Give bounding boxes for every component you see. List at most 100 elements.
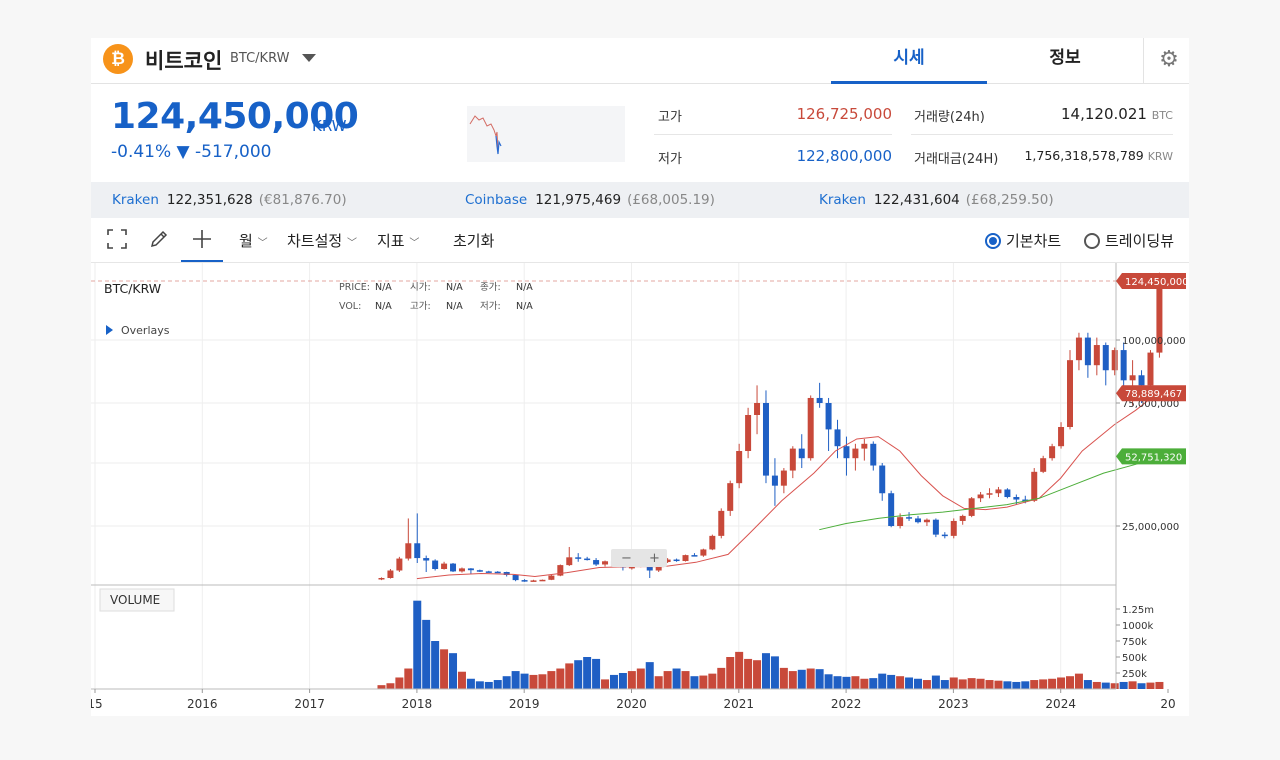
volume-bar bbox=[905, 677, 914, 689]
candle-body bbox=[485, 571, 492, 573]
candle-body bbox=[709, 535, 716, 550]
volume-bar bbox=[699, 675, 708, 689]
candle-body bbox=[1084, 337, 1091, 366]
chart-grid bbox=[91, 263, 1116, 689]
chart-svg[interactable]: 100,000,000 75,000,000 25,000,000 1.25m 1000… bbox=[87, 263, 1189, 716]
candle-body bbox=[1102, 345, 1109, 371]
tab-info[interactable]: 정보 bbox=[1049, 48, 1081, 68]
volume-bar bbox=[922, 680, 931, 689]
exchange-price: 122,431,604 bbox=[873, 192, 960, 208]
candle-body bbox=[584, 558, 591, 561]
candle-body bbox=[906, 517, 913, 519]
volume-bar bbox=[672, 668, 681, 689]
volume-bar bbox=[860, 678, 869, 689]
volume-bar bbox=[1110, 683, 1119, 689]
candle-body bbox=[914, 518, 921, 523]
volume-bar bbox=[395, 677, 404, 689]
radio-tradingview[interactable]: 트레이딩뷰 bbox=[1084, 230, 1174, 251]
chart-toolbar: 월 ﹀ 차트설정 ﹀ 지표 ﹀ 초기화 기본차트 트레이딩뷰 bbox=[91, 218, 1189, 263]
volume-bar bbox=[842, 676, 851, 689]
volume-bar bbox=[484, 681, 493, 689]
exchange-link[interactable]: Kraken bbox=[112, 192, 159, 208]
volume-value: 14,120.021 BTC bbox=[1061, 105, 1173, 123]
volume-bar bbox=[1074, 673, 1083, 689]
legend-price-value: N/A bbox=[375, 282, 392, 293]
market-panel: ₿ 비트코인 BTC/KRW 시세 정보 ⚙ 124,450,000 KRW -… bbox=[87, 38, 1189, 716]
candle-body bbox=[1049, 446, 1056, 459]
candle-body bbox=[557, 565, 564, 576]
crosshair-icon[interactable] bbox=[190, 228, 214, 252]
fullscreen-icon[interactable] bbox=[105, 228, 129, 252]
zoom-controls[interactable]: − + bbox=[611, 549, 667, 567]
candle-body bbox=[977, 494, 984, 499]
divider bbox=[1143, 38, 1144, 84]
gear-icon[interactable]: ⚙ bbox=[1159, 47, 1179, 72]
volume-bar bbox=[976, 678, 985, 689]
exchange-link[interactable]: Coinbase bbox=[465, 192, 528, 208]
volume-bar bbox=[431, 641, 440, 689]
y-tick-label: 75,000,000 bbox=[1122, 399, 1179, 410]
volume-bar bbox=[1057, 677, 1066, 689]
chart-settings-select[interactable]: 차트설정 ﹀ bbox=[287, 232, 357, 250]
radio-basic-chart[interactable]: 기본차트 bbox=[985, 230, 1061, 251]
y-tick-label: 25,000,000 bbox=[1122, 522, 1179, 533]
exchange-item: Kraken 122,351,628 (€81,876.70) bbox=[112, 182, 347, 218]
candle-body bbox=[512, 575, 519, 581]
zoom-out-icon[interactable]: − bbox=[621, 551, 632, 566]
candle-body bbox=[593, 560, 600, 565]
volume-bar bbox=[466, 678, 475, 689]
overlays-toggle[interactable]: Overlays bbox=[121, 324, 170, 337]
candle-body bbox=[539, 579, 546, 582]
vol-tick-label: 1.25m bbox=[1122, 605, 1154, 616]
chart-axes: 100,000,000 75,000,000 25,000,000 1.25m 1000… bbox=[87, 263, 1189, 711]
exchange-fx-price: (€81,876.70) bbox=[258, 192, 347, 208]
candle-body bbox=[816, 397, 823, 403]
volume-bar bbox=[1003, 681, 1012, 689]
volume-bar bbox=[958, 679, 967, 689]
volume-bar bbox=[735, 651, 744, 689]
indicators-select[interactable]: 지표 ﹀ bbox=[377, 232, 420, 250]
volume-bar bbox=[547, 671, 556, 689]
amount-label: 거래대금(24H) bbox=[914, 152, 999, 167]
candle-body bbox=[628, 566, 635, 569]
zoom-in-icon[interactable]: + bbox=[649, 551, 660, 566]
candle-body bbox=[1138, 375, 1145, 386]
volume-bar bbox=[636, 668, 645, 689]
chart-symbol: BTC/KRW bbox=[104, 281, 161, 296]
volume-bar bbox=[1137, 683, 1146, 689]
price-chart[interactable]: 100,000,000 75,000,000 25,000,000 1.25m 1000… bbox=[87, 263, 1189, 716]
volume-bar bbox=[779, 667, 788, 689]
candle-body bbox=[575, 557, 582, 559]
volume-bar bbox=[851, 676, 860, 689]
volume-bar bbox=[565, 663, 574, 689]
divider bbox=[911, 134, 1173, 135]
divider bbox=[654, 134, 892, 135]
candle-body bbox=[923, 519, 930, 523]
volume-bar bbox=[1030, 680, 1039, 689]
exchange-bar: Kraken 122,351,628 (€81,876.70) Coinbase 12… bbox=[91, 182, 1189, 218]
overlays-toggle-icon[interactable] bbox=[106, 325, 113, 335]
x-tick-label: 2017 bbox=[294, 697, 325, 711]
volume-label: 거래량(24h) bbox=[914, 110, 985, 125]
x-tick-label: 2021 bbox=[724, 697, 755, 711]
pencil-icon[interactable] bbox=[147, 228, 171, 252]
legend-close-label: 종가: bbox=[480, 282, 501, 293]
chevron-down-icon[interactable] bbox=[302, 54, 316, 62]
volume-bar bbox=[1021, 681, 1030, 689]
volume-bar bbox=[609, 674, 618, 689]
candle-body bbox=[521, 580, 528, 582]
exchange-link[interactable]: Kraken bbox=[819, 192, 866, 208]
price-tag-label: 52,751,320 bbox=[1125, 452, 1182, 463]
interval-select[interactable]: 월 ﹀ bbox=[239, 232, 268, 250]
legend-price-label: PRICE: bbox=[339, 282, 370, 293]
coin-pair: BTC/KRW bbox=[230, 51, 290, 66]
volume-bar bbox=[520, 673, 529, 689]
candle-body bbox=[700, 549, 707, 556]
tab-quote[interactable]: 시세 bbox=[831, 38, 987, 84]
volume-bar bbox=[878, 673, 887, 689]
volume-bar bbox=[654, 676, 663, 689]
vol-tick-label: 1000k bbox=[1122, 621, 1153, 632]
reset-button[interactable]: 초기화 bbox=[453, 232, 495, 250]
x-tick-label: 2023 bbox=[938, 697, 969, 711]
y-tick-label: 100,000,000 bbox=[1122, 336, 1186, 347]
